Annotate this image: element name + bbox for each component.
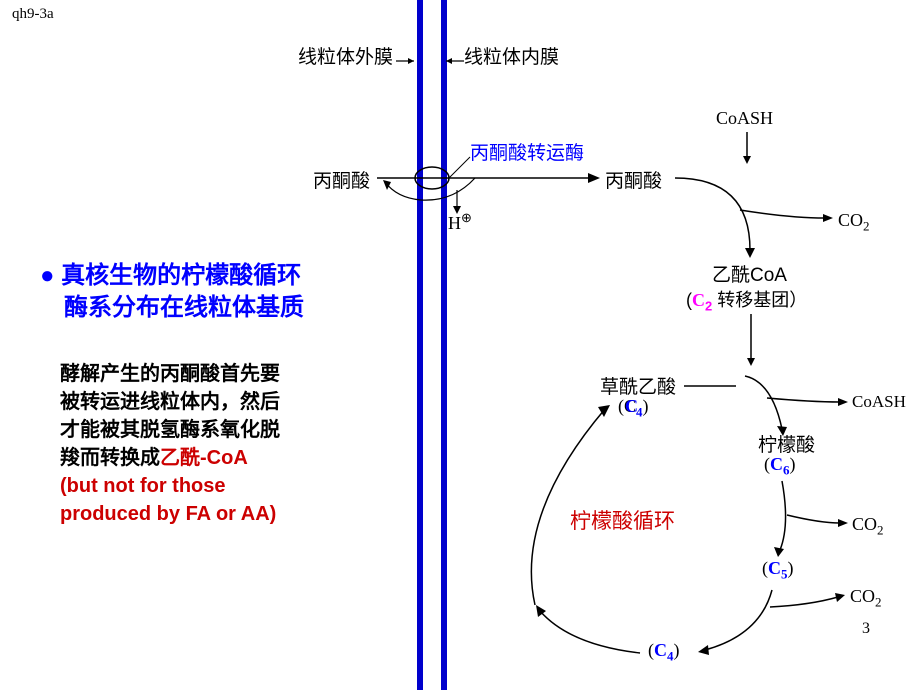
c2-group: (C2 转移基团） — [686, 286, 807, 314]
paragraph: 酵解产生的丙酮酸首先要 被转运进线粒体内，然后 才能被其脱氢酶系氧化脱 羧而转换… — [60, 360, 280, 528]
acetyl-down-arrow — [744, 312, 758, 368]
inner-membrane-label: 线粒体内膜 — [464, 42, 559, 69]
transport-arrow — [375, 160, 605, 220]
bullet-icon: ● — [40, 260, 55, 292]
membrane-inner — [441, 0, 447, 690]
membrane-outer — [417, 0, 423, 690]
main-point: ● 真核生物的柠檬酸循环 酶系分布在线粒体基质 — [40, 260, 304, 325]
c4-2: (C4) — [648, 640, 680, 665]
co2-2: CO2 — [852, 514, 884, 539]
slide-id: qh9-3a — [12, 6, 54, 23]
co2-1: CO2 — [838, 210, 870, 235]
coash-top: CoASH — [716, 108, 773, 129]
page-number: 3 — [862, 620, 870, 638]
membrane-label-arrows — [390, 50, 470, 72]
coash-top-arrow — [740, 130, 754, 166]
cycle-arcs — [480, 395, 880, 675]
h-plus: H⊕ — [448, 210, 472, 234]
co2-3: CO2 — [850, 586, 882, 611]
pyruvate-right: 丙酮酸 — [605, 166, 662, 193]
outer-membrane-label: 线粒体外膜 — [298, 42, 393, 69]
pyruvate-left: 丙酮酸 — [313, 166, 370, 193]
c5: (C5) — [762, 558, 794, 583]
acetyl-coa: 乙酰CoA — [712, 260, 787, 287]
